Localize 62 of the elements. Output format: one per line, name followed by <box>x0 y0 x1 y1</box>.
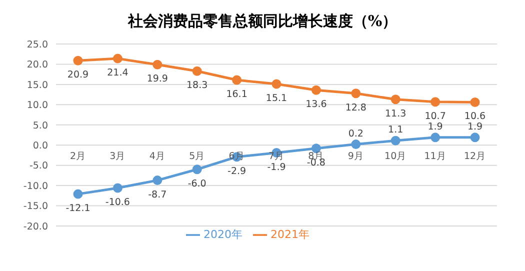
data-label: 16.1 <box>226 88 248 100</box>
point <box>390 136 400 146</box>
y-tick-label: 20.0 <box>26 60 48 71</box>
x-tick-label: 5月 <box>189 151 206 162</box>
x-tick-label: 2月 <box>70 151 86 162</box>
legend-label: 2021年 <box>270 228 310 241</box>
data-label: 0.2 <box>348 128 364 140</box>
y-tick-label: -5.0 <box>29 160 48 172</box>
y-tick-label: 15.0 <box>26 80 48 91</box>
point <box>351 88 361 98</box>
data-label: -1.9 <box>267 162 286 173</box>
data-label: 18.3 <box>186 80 208 92</box>
data-label: 1.9 <box>428 121 443 132</box>
data-label: -10.6 <box>105 196 130 208</box>
data-label: 10.6 <box>464 111 486 122</box>
point <box>152 176 162 186</box>
data-label: -6.0 <box>188 178 206 190</box>
y-tick-label: -20.0 <box>23 221 48 232</box>
point <box>470 132 480 142</box>
data-label: 15.1 <box>266 93 288 104</box>
point <box>152 60 162 70</box>
point <box>192 164 202 174</box>
point <box>470 97 480 107</box>
x-tick-label: 12月 <box>464 151 486 162</box>
point <box>73 56 83 66</box>
data-label: 20.9 <box>67 70 89 81</box>
data-label: -0.8 <box>306 157 326 168</box>
y-tick-label: 25.0 <box>26 39 48 50</box>
point <box>390 94 400 104</box>
data-label: -2.9 <box>228 166 246 177</box>
data-label: 10.7 <box>424 110 446 122</box>
data-label: 13.6 <box>306 99 327 110</box>
y-tick-label: -10.0 <box>23 180 48 192</box>
data-label: 1.1 <box>388 124 404 136</box>
x-tick-label: 4月 <box>149 151 166 162</box>
point <box>430 97 440 107</box>
point <box>112 54 122 64</box>
point <box>192 66 202 76</box>
point <box>311 85 321 95</box>
x-tick-label: 10月 <box>384 151 407 162</box>
data-label: -8.7 <box>148 189 167 200</box>
data-label: 21.4 <box>107 68 128 79</box>
y-tick-label: 0.0 <box>32 140 48 152</box>
x-tick-label: 9月 <box>348 151 364 162</box>
data-label: 1.9 <box>467 121 483 132</box>
data-label: 19.9 <box>146 74 168 85</box>
data-label: 11.3 <box>385 108 406 120</box>
y-tick-label: -15.0 <box>23 201 48 212</box>
point <box>73 189 83 199</box>
legend-label: 2020年 <box>204 228 242 241</box>
point <box>430 132 440 142</box>
point <box>272 79 282 89</box>
y-tick-label: 5.0 <box>32 120 48 132</box>
chart-title: 社会消费品零售总额同比增长速度（%） <box>126 12 398 31</box>
data-label: 12.8 <box>345 102 366 114</box>
point <box>112 183 122 193</box>
data-label: -12.1 <box>66 203 90 214</box>
y-tick-label: 10.0 <box>26 100 48 112</box>
x-tick-label: 3月 <box>110 151 126 162</box>
point <box>351 140 361 150</box>
point <box>232 75 242 85</box>
x-tick-label: 11月 <box>424 151 446 162</box>
